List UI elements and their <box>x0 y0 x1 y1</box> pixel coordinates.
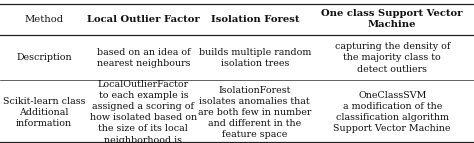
Text: Isolation Forest: Isolation Forest <box>210 15 299 24</box>
Text: Description: Description <box>16 53 72 62</box>
Text: LocalOutlierFactor
to each example is
assigned a scoring of
how isolated based o: LocalOutlierFactor to each example is as… <box>90 80 197 143</box>
Text: Scikit-learn class
Additional
information: Scikit-learn class Additional informatio… <box>2 97 85 128</box>
Text: builds multiple random
isolation trees: builds multiple random isolation trees <box>199 48 311 68</box>
Text: capturing the density of
the majority class to
detect outliers: capturing the density of the majority cl… <box>335 42 450 74</box>
Text: Method: Method <box>24 15 64 24</box>
Text: Local Outlier Factor: Local Outlier Factor <box>87 15 200 24</box>
Text: OneClassSVM
a modification of the
classification algorithm
Support Vector Machin: OneClassSVM a modification of the classi… <box>334 91 451 133</box>
Text: One class Support Vector
Machine: One class Support Vector Machine <box>321 9 463 29</box>
Text: IsolationForest
isolates anomalies that
are both few in number
and different in : IsolationForest isolates anomalies that … <box>198 86 311 139</box>
Text: based on an idea of
nearest neighbours: based on an idea of nearest neighbours <box>97 48 190 68</box>
